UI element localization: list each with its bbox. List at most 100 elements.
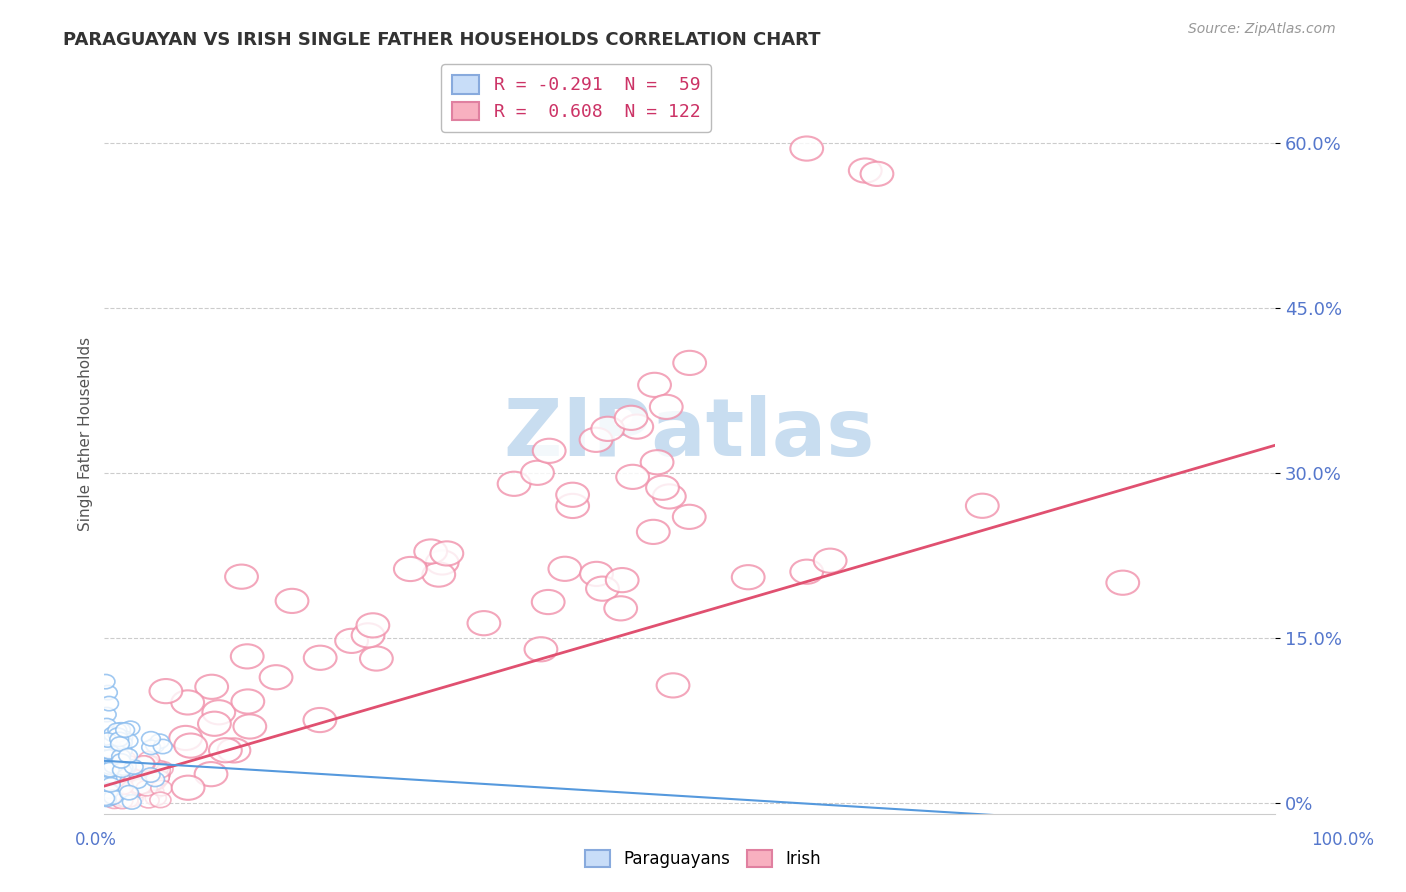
Ellipse shape [430, 541, 463, 566]
Ellipse shape [120, 772, 141, 788]
Ellipse shape [195, 674, 228, 699]
Ellipse shape [114, 743, 132, 757]
Ellipse shape [790, 559, 823, 583]
Ellipse shape [149, 763, 170, 778]
Ellipse shape [103, 760, 121, 774]
Ellipse shape [142, 740, 160, 755]
Legend: Paraguayans, Irish: Paraguayans, Irish [578, 843, 828, 875]
Ellipse shape [849, 159, 882, 183]
Ellipse shape [150, 780, 172, 796]
Ellipse shape [605, 596, 637, 621]
Ellipse shape [100, 784, 118, 798]
Ellipse shape [145, 774, 166, 790]
Ellipse shape [100, 745, 120, 759]
Ellipse shape [114, 761, 134, 775]
Ellipse shape [108, 723, 127, 738]
Ellipse shape [103, 784, 124, 799]
Ellipse shape [966, 493, 998, 518]
Ellipse shape [121, 721, 139, 735]
Ellipse shape [790, 136, 823, 161]
Ellipse shape [104, 793, 125, 808]
Ellipse shape [100, 760, 120, 774]
Text: 0.0%: 0.0% [75, 831, 117, 849]
Ellipse shape [120, 769, 141, 784]
Ellipse shape [138, 756, 159, 771]
Ellipse shape [145, 790, 166, 805]
Ellipse shape [115, 751, 136, 767]
Ellipse shape [118, 748, 138, 763]
Ellipse shape [606, 568, 638, 592]
Ellipse shape [1107, 571, 1139, 595]
Ellipse shape [97, 707, 117, 722]
Ellipse shape [122, 795, 141, 809]
Ellipse shape [122, 791, 143, 806]
Ellipse shape [673, 505, 706, 529]
Ellipse shape [647, 475, 679, 500]
Ellipse shape [111, 793, 132, 809]
Ellipse shape [360, 647, 392, 671]
Ellipse shape [101, 778, 120, 792]
Ellipse shape [194, 762, 228, 786]
Ellipse shape [233, 714, 266, 739]
Ellipse shape [118, 781, 139, 797]
Ellipse shape [104, 727, 122, 741]
Ellipse shape [143, 775, 163, 790]
Ellipse shape [107, 767, 128, 782]
Ellipse shape [422, 563, 456, 587]
Ellipse shape [148, 769, 169, 784]
Text: PARAGUAYAN VS IRISH SINGLE FATHER HOUSEHOLDS CORRELATION CHART: PARAGUAYAN VS IRISH SINGLE FATHER HOUSEH… [63, 31, 821, 49]
Ellipse shape [524, 637, 557, 661]
Ellipse shape [100, 789, 121, 805]
Ellipse shape [100, 750, 118, 764]
Ellipse shape [112, 754, 131, 768]
Ellipse shape [114, 736, 132, 750]
Ellipse shape [100, 763, 120, 777]
Ellipse shape [548, 557, 581, 581]
Text: Source: ZipAtlas.com: Source: ZipAtlas.com [1188, 22, 1336, 37]
Ellipse shape [128, 774, 146, 789]
Ellipse shape [174, 733, 207, 757]
Ellipse shape [114, 731, 132, 745]
Ellipse shape [98, 771, 117, 785]
Ellipse shape [104, 759, 122, 773]
Ellipse shape [97, 781, 118, 797]
Ellipse shape [276, 589, 308, 613]
Ellipse shape [97, 764, 118, 780]
Ellipse shape [97, 785, 115, 799]
Ellipse shape [100, 697, 118, 711]
Ellipse shape [96, 791, 114, 805]
Ellipse shape [110, 787, 131, 802]
Ellipse shape [146, 772, 165, 787]
Ellipse shape [136, 780, 157, 796]
Ellipse shape [98, 758, 118, 772]
Ellipse shape [394, 557, 426, 581]
Text: 100.0%: 100.0% [1312, 831, 1374, 849]
Ellipse shape [592, 417, 624, 441]
Ellipse shape [100, 769, 121, 785]
Ellipse shape [131, 779, 152, 794]
Ellipse shape [814, 549, 846, 573]
Ellipse shape [96, 674, 115, 689]
Ellipse shape [218, 739, 250, 763]
Ellipse shape [104, 790, 122, 805]
Ellipse shape [426, 550, 458, 574]
Ellipse shape [120, 786, 138, 800]
Y-axis label: Single Father Households: Single Father Households [79, 337, 93, 532]
Ellipse shape [141, 768, 160, 782]
Text: ZIP​atlas: ZIP​atlas [505, 395, 875, 474]
Ellipse shape [614, 406, 648, 430]
Ellipse shape [97, 718, 117, 732]
Ellipse shape [148, 771, 169, 787]
Ellipse shape [533, 439, 565, 463]
Ellipse shape [153, 739, 172, 754]
Ellipse shape [96, 772, 115, 786]
Ellipse shape [142, 731, 160, 746]
Ellipse shape [108, 762, 129, 777]
Ellipse shape [557, 483, 589, 507]
Ellipse shape [637, 520, 669, 544]
Ellipse shape [124, 762, 145, 777]
Ellipse shape [110, 771, 131, 786]
Ellipse shape [118, 756, 139, 771]
Ellipse shape [129, 780, 150, 796]
Ellipse shape [304, 646, 336, 670]
